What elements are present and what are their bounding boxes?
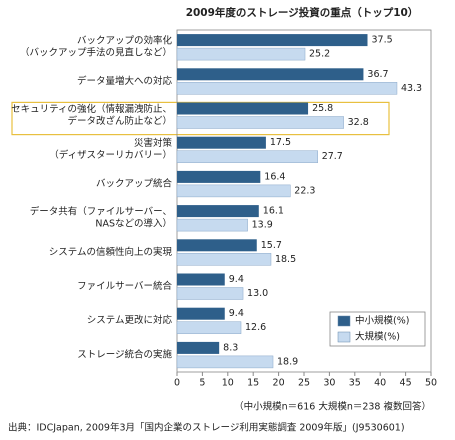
bar	[177, 34, 368, 47]
category-label: ストレージ統合の実施	[77, 348, 172, 360]
bar	[177, 307, 225, 320]
category-label: システムの信頼性向上の実現	[49, 246, 173, 258]
chart-title: 2009年度のストレージ投資の重点（トップ10）	[186, 6, 419, 19]
bar	[177, 239, 257, 252]
category-label: システム更改に対応	[87, 314, 173, 326]
value-label: 32.8	[348, 117, 369, 128]
category-label: NASなどの導入）	[95, 218, 172, 230]
category-label: バックアップ統合	[96, 177, 173, 189]
x-tick-label: 35	[349, 378, 361, 389]
bar	[176, 253, 272, 266]
bar	[177, 170, 261, 183]
x-tick-label: 10	[222, 378, 234, 389]
category-label: セキュリティの強化（情報漏洩防止、	[11, 103, 172, 115]
bar	[177, 341, 220, 354]
bar	[176, 355, 274, 369]
bar	[177, 136, 266, 149]
x-tick-label: 40	[374, 378, 386, 389]
x-tick-label: 15	[247, 378, 259, 389]
x-tick-label: 25	[298, 378, 310, 389]
value-label: 17.5	[270, 137, 291, 148]
value-label: 27.7	[322, 151, 343, 162]
value-label: 18.5	[275, 254, 296, 265]
value-label: 25.8	[312, 103, 333, 114]
category-label: （バックアップ手法の見直しなど）	[20, 47, 172, 59]
value-label: 43.3	[401, 83, 422, 94]
bar	[176, 321, 242, 334]
value-label: 9.4	[229, 308, 244, 319]
value-label: 8.3	[223, 342, 238, 353]
value-label: 13.9	[252, 220, 273, 231]
legend-label: 大規模(%)	[355, 331, 400, 343]
bar	[176, 150, 318, 163]
value-label: 18.9	[277, 356, 298, 367]
x-tick-label: 30	[323, 378, 335, 389]
value-label: 15.7	[261, 240, 282, 251]
value-label: 37.5	[372, 35, 393, 46]
value-label: 25.2	[309, 49, 330, 60]
category-label: バックアップの効率化	[77, 35, 173, 47]
bar	[177, 205, 259, 218]
bar	[177, 273, 225, 286]
category-label: 災害対策	[134, 137, 173, 149]
bar	[176, 82, 398, 95]
bar	[176, 184, 291, 198]
x-tick-label: 45	[400, 378, 412, 389]
bar	[176, 218, 248, 232]
source: 出典：IDCJapan, 2009年3月「国内企業のストレージ利用実態調査 20…	[8, 422, 405, 434]
bar	[176, 47, 306, 61]
legend-swatch	[337, 315, 351, 327]
x-tick-label: 5	[199, 378, 205, 389]
legend-label: 中小規模(%)	[355, 315, 409, 327]
highlight-box	[11, 101, 390, 136]
bar	[176, 116, 344, 129]
legend-swatch	[337, 331, 351, 343]
value-label: 9.4	[229, 274, 244, 285]
category-label: ファイルサーバー統合	[77, 280, 172, 292]
bar	[177, 68, 364, 81]
value-label: 12.6	[245, 322, 266, 333]
bar	[176, 287, 244, 300]
category-label: （ディザスターリカバリー）	[49, 149, 172, 161]
x-tick-label: 50	[425, 378, 437, 389]
note: （中小規模n＝616 大規模n＝238 複数回答）	[234, 401, 431, 413]
value-label: 13.0	[247, 288, 268, 299]
x-tick-label: 0	[174, 378, 180, 389]
value-label: 16.4	[264, 171, 285, 182]
category-label: データ量増大への対応	[77, 75, 173, 87]
category-label: データ共有（ファイルサーバー、	[30, 206, 172, 218]
x-tick-label: 20	[273, 378, 285, 389]
bar	[177, 102, 309, 115]
value-label: 22.3	[294, 185, 315, 196]
value-label: 16.1	[263, 206, 284, 217]
category-label: データ改ざん防止など）	[67, 115, 172, 127]
value-label: 36.7	[367, 69, 388, 80]
